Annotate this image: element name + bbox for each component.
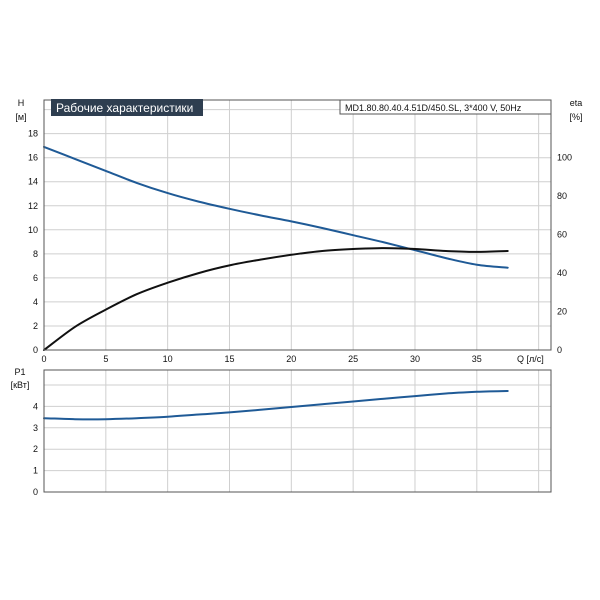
series-line-H [43, 145, 509, 269]
x-tick-label: 20 [286, 354, 296, 364]
upper-y-tick-label: 10 [28, 225, 38, 235]
upper-y-tick-label: 0 [33, 345, 38, 355]
lower-y-tick-label: 4 [33, 401, 38, 411]
y2-tick-label: 20 [557, 307, 567, 317]
lower-y-tick-label: 0 [33, 487, 38, 497]
lower-y-tick-label: 3 [33, 423, 38, 433]
y-axis-unit-power: [кВт] [11, 380, 30, 390]
x-axis-label: Q [л/с] [517, 354, 544, 364]
chart-title-box [51, 99, 203, 116]
y-axis-unit-head: [м] [15, 112, 26, 122]
lower-y-tick-label: 2 [33, 444, 38, 454]
model-label: MD1.80.80.40.4.51D/450.SL, 3*400 V, 50Hz [345, 103, 522, 113]
upper-plot-frame [43, 99, 552, 351]
upper-y-tick-label: 4 [33, 297, 38, 307]
upper-y-tick-label: 16 [28, 153, 38, 163]
y-axis-label-power: P1 [14, 367, 25, 377]
lower-y-tick-label: 1 [33, 466, 38, 476]
x-tick-label: 10 [163, 354, 173, 364]
upper-y-tick-label: 18 [28, 129, 38, 139]
upper-y-tick-label: 12 [28, 201, 38, 211]
upper-y-tick-label: 2 [33, 321, 38, 331]
x-tick-label: 0 [41, 354, 46, 364]
y2-tick-label: 100 [557, 153, 572, 163]
x-tick-label: 30 [410, 354, 420, 364]
y2-axis-label-eta: eta [570, 98, 583, 108]
x-tick-label: 35 [472, 354, 482, 364]
series-line-eta [43, 247, 509, 351]
series-layer [43, 145, 509, 421]
upper-y-tick-label: 14 [28, 177, 38, 187]
tick-layer: 0 5 10 15 20 25 30 3502468101214161802040608010… [28, 129, 572, 497]
y-axis-label-head: H [18, 98, 25, 108]
upper-y-tick-label: 6 [33, 273, 38, 283]
x-tick-label: 5 [103, 354, 108, 364]
x-tick-label: 15 [224, 354, 234, 364]
lower-plot-frame [43, 369, 552, 493]
y2-tick-label: 80 [557, 191, 567, 201]
y2-tick-label: 0 [557, 345, 562, 355]
y2-tick-label: 60 [557, 230, 567, 240]
y2-axis-unit-eta: [%] [569, 112, 582, 122]
upper-y-tick-label: 8 [33, 249, 38, 259]
model-label-box [339, 99, 552, 115]
x-tick-label: 25 [348, 354, 358, 364]
grid-layer [43, 100, 551, 493]
series-line-P1 [43, 390, 509, 421]
y2-tick-label: 40 [557, 268, 567, 278]
chart-title: Рабочие характеристики [56, 101, 193, 115]
